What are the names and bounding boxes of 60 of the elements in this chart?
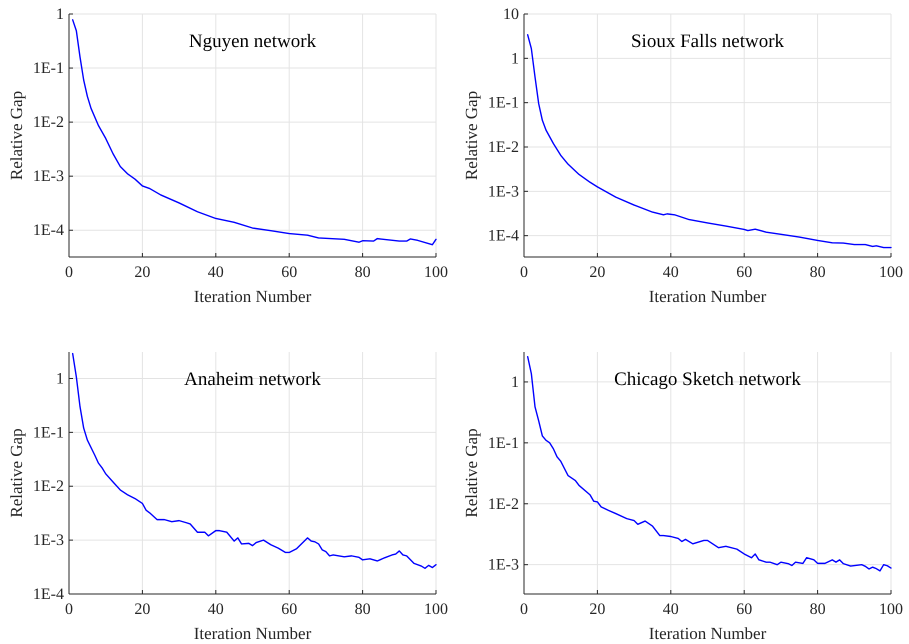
x-tick-label: 60 <box>281 601 298 618</box>
y-tick-label: 1 <box>56 370 64 388</box>
y-tick-label: 1E-3 <box>488 556 519 574</box>
y-tick-label: 1E-1 <box>32 60 64 78</box>
x-tick-label: 0 <box>65 601 73 618</box>
line-series <box>72 19 437 246</box>
y-tick-label: 1E-1 <box>488 434 519 452</box>
x-tick-label: 0 <box>520 264 528 281</box>
x-axis-title: Iteration Number <box>194 624 312 643</box>
y-axis-title: Relative Gap <box>7 428 26 518</box>
x-tick-label: 80 <box>354 601 371 618</box>
y-axis-title: Relative Gap <box>462 428 481 518</box>
y-tick-label: 1E-2 <box>488 138 519 156</box>
x-tick-label: 20 <box>589 264 606 281</box>
y-tick-label: 1E-1 <box>32 424 64 442</box>
x-tick-label: 40 <box>208 264 224 281</box>
x-tick-label: 80 <box>810 264 826 281</box>
y-tick-label: 1 <box>511 50 519 68</box>
y-tick-label: 1E-3 <box>32 532 64 550</box>
text: Chicago Sketch network <box>614 369 802 390</box>
y-tick-label: 1E-4 <box>32 586 64 603</box>
y-tick-label: 1E-3 <box>32 168 64 186</box>
y-tick-label: 1 <box>511 374 519 391</box>
x-axis-title: Iteration Number <box>194 287 312 306</box>
x-tick-label: 100 <box>424 601 448 618</box>
x-tick-label: 40 <box>662 601 679 618</box>
y-tick-label: 1E-4 <box>32 222 64 240</box>
x-tick-label: 40 <box>662 264 679 281</box>
text: Nguyen network <box>188 31 317 52</box>
x-tick-label: 60 <box>281 264 298 281</box>
x-axis-title: Iteration Number <box>648 624 767 643</box>
x-tick-label: 40 <box>208 601 224 618</box>
x-tick-label: 60 <box>736 601 752 618</box>
x-tick-label: 60 <box>736 264 752 281</box>
y-tick-label: 1E-2 <box>488 496 519 513</box>
y-tick-label: 10 <box>503 6 519 23</box>
text: Anaheim network <box>184 369 322 390</box>
y-tick-label: 1E-3 <box>488 183 519 200</box>
line-series <box>526 356 892 572</box>
y-tick-label: 1 <box>56 6 64 23</box>
x-tick-label: 0 <box>520 601 528 618</box>
x-tick-label: 80 <box>810 601 826 618</box>
x-tick-label: 80 <box>354 264 371 281</box>
x-tick-label: 0 <box>65 264 73 281</box>
y-axis-title: Relative Gap <box>7 90 26 180</box>
x-tick-label: 20 <box>589 601 606 618</box>
x-tick-label: 100 <box>879 264 903 281</box>
line-series <box>526 34 892 248</box>
x-tick-label: 100 <box>879 601 903 618</box>
x-tick-label: 20 <box>134 264 150 281</box>
text: Sioux Falls network <box>630 31 785 52</box>
y-tick-label: 1E-4 <box>488 228 519 245</box>
x-tick-label: 20 <box>134 601 150 618</box>
y-tick-label: 1E-2 <box>32 114 64 132</box>
y-tick-label: 1E-2 <box>32 478 64 496</box>
x-axis-title: Iteration Number <box>648 287 767 306</box>
y-axis-title: Relative Gap <box>462 90 481 180</box>
line-series <box>72 352 437 569</box>
x-tick-label: 100 <box>424 264 448 281</box>
y-tick-label: 1E-1 <box>488 94 519 112</box>
